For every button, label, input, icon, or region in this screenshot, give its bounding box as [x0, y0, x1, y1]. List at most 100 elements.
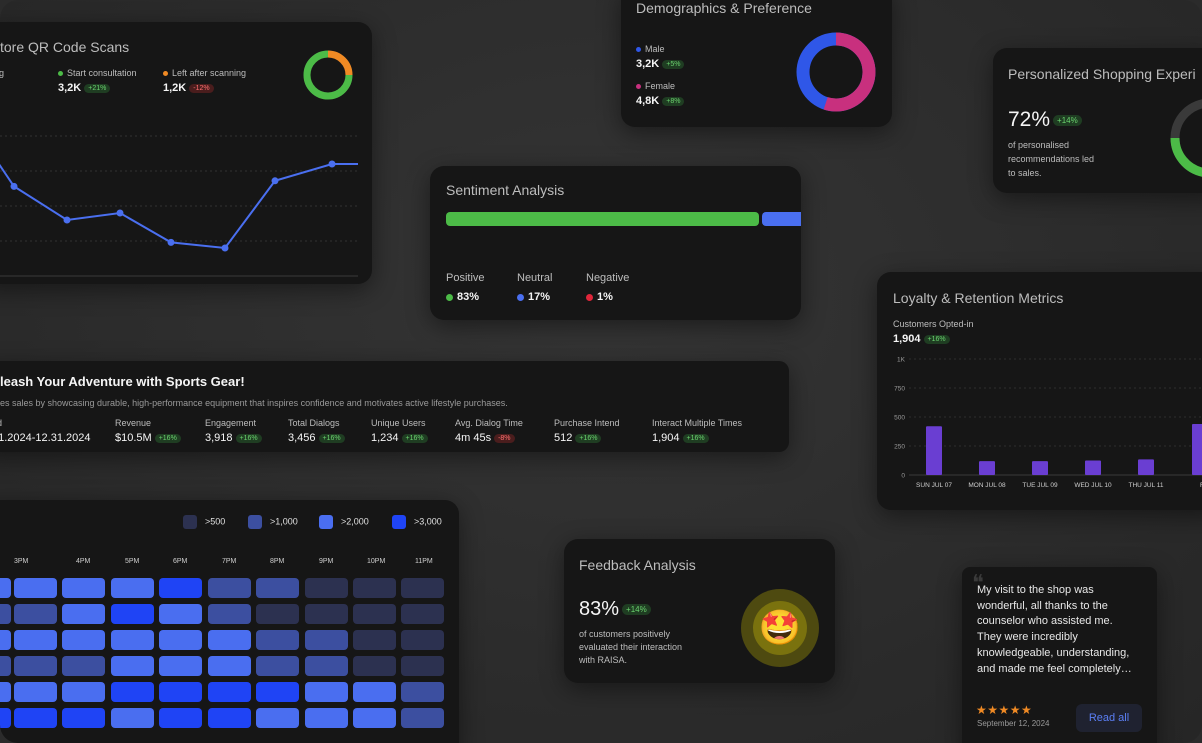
campaign-metric-value: $10.5M +16% — [115, 432, 181, 444]
heatmap-cell — [159, 682, 202, 702]
heatmap-cell — [62, 578, 105, 598]
campaign-metric-value: 512 +16% — [554, 432, 602, 444]
qr-stat-label-text: Left after scanning — [172, 68, 247, 78]
qr-stat-label: Start consultation — [58, 68, 137, 78]
sentiment-value: 17% — [517, 291, 550, 303]
heatmap-hour-text: 11PM — [415, 558, 433, 565]
demographic-badge: +8% — [662, 96, 685, 106]
heatmap-cell — [401, 630, 444, 650]
campaign-metric-label-text: Unique Users — [371, 418, 426, 428]
review-card: ❝ My visit to the shop was wonderful, al… — [962, 567, 1157, 743]
heatmap-cell — [208, 604, 251, 624]
personalized-title: Personalized Shopping Experi — [1008, 66, 1196, 82]
feedback-description: of customers positively evaluated their … — [579, 629, 683, 665]
qr-stat-badge: +21% — [84, 83, 111, 93]
heatmap-legend-item: >1,000 — [248, 515, 298, 529]
heatmap-cell — [401, 708, 444, 728]
sentiment-dot — [586, 293, 593, 301]
campaign-metric-badge: -8% — [494, 433, 515, 443]
campaign-metric-label-text: Revenue — [115, 418, 152, 428]
heatmap-cell — [305, 630, 348, 650]
campaign-metric-number: 4m 45s — [455, 432, 492, 444]
heatmap-cell — [256, 708, 299, 728]
campaign-metric-number: 512 — [554, 432, 573, 444]
qr-scans-card: tore QR Code Scans scanning +21% Start con… — [0, 22, 372, 284]
rating-stars: ★★★★★ — [976, 703, 1033, 717]
heatmap-hour-text: 9PM — [319, 558, 334, 565]
campaign-metric-label: Engagement — [205, 418, 256, 428]
heatmap-cell — [305, 604, 348, 624]
loyalty-label: Customers Opted-in — [893, 319, 974, 329]
heatmap-cell — [14, 682, 57, 702]
demographic-value: 3,2K +5% — [636, 58, 685, 70]
sentiment-bar-neutral — [762, 212, 801, 226]
qr-stat-badge: -12% — [189, 83, 214, 93]
personalized-card: Personalized Shopping Experi 72% +14% of … — [993, 48, 1202, 193]
heatmap-cell — [208, 630, 251, 650]
heatmap-cell — [62, 708, 105, 728]
line-chart-point — [167, 238, 175, 246]
loyalty-value: 1,904 +16% — [893, 333, 950, 345]
line-chart-point — [10, 182, 18, 190]
heatmap-hour-label: 8PM — [270, 558, 284, 565]
campaign-metric-badge: +16% — [401, 433, 428, 443]
campaign-metric-value: 3,456 +16% — [288, 432, 345, 444]
heatmap-cell — [0, 682, 11, 702]
line-chart-point — [328, 160, 336, 168]
campaign-title: leash Your Adventure with Sports Gear! — [0, 374, 245, 389]
bar-chart-bar — [1085, 460, 1101, 475]
loyalty-bar-chart: 0 250 500 750 1K SUN JUL 07 MON JUL 08 TUE JUL … — [894, 357, 1202, 489]
heatmap-legend-swatch — [248, 515, 262, 529]
sentiment-label-text: Positive — [446, 272, 485, 284]
campaign-metric-label: od — [0, 418, 2, 428]
qr-donut — [303, 50, 353, 100]
feedback-card: Feedback Analysis 83% +14% of customers p… — [564, 539, 835, 683]
demographic-label: Male — [636, 44, 665, 54]
heatmap-hour-label: 6PM — [173, 558, 187, 565]
sentiment-label-text: Neutral — [517, 272, 553, 284]
line-chart-point — [116, 209, 124, 217]
campaign-metric-label: Revenue — [115, 418, 151, 428]
feedback-badge: +14% — [622, 604, 651, 616]
campaign-metric-badge: +16% — [575, 433, 602, 443]
heatmap-hour-label: 4PM — [76, 558, 90, 565]
qr-stat-label: scanning — [0, 68, 4, 78]
campaign-metric-label: Unique Users — [371, 418, 426, 428]
heatmap-cell — [401, 604, 444, 624]
heatmap-cell — [208, 578, 251, 598]
demographics-title: Demographics & Preference — [636, 0, 812, 16]
heatmap-cell — [159, 604, 202, 624]
heatmap-cell — [159, 656, 202, 676]
campaign-metric-number: $10.5M — [115, 432, 152, 444]
campaign-metric-number: 3,456 — [288, 432, 316, 444]
campaign-metric-badge: +16% — [682, 433, 709, 443]
campaign-metric-badge: +16% — [235, 433, 262, 443]
heatmap-legend-label: >3,000 — [414, 516, 442, 527]
demographic-number: 4,8K — [636, 95, 660, 107]
loyalty-title: Loyalty & Retention Metrics — [893, 290, 1064, 306]
heatmap-cell — [62, 630, 105, 650]
review-date: September 12, 2024 — [977, 719, 1050, 728]
bar-chart-bar — [1192, 423, 1202, 475]
demographic-badge: +5% — [662, 59, 685, 69]
heatmap-legend-label: >1,000 — [270, 516, 298, 527]
feedback-emoji-ring: 🤩 — [741, 589, 819, 667]
sentiment-dot — [446, 293, 453, 301]
heatmap-legend-label: >500 — [205, 516, 226, 527]
read-all-button[interactable]: Read all — [1076, 704, 1142, 732]
loyalty-badge: +16% — [923, 334, 950, 344]
line-chart-point — [221, 244, 229, 252]
heatmap-cell — [62, 656, 105, 676]
campaign-metric-label-text: od — [0, 418, 2, 428]
qr-stat-dot — [163, 71, 168, 77]
heatmap-cell — [256, 604, 299, 624]
bar-chart-y-tick: 500 — [894, 415, 905, 422]
qr-scans-title: tore QR Code Scans — [0, 39, 130, 55]
qr-stat-label-text: Start consultation — [67, 68, 137, 78]
heatmap-cell — [208, 656, 251, 676]
heatmap-cell — [111, 656, 154, 676]
heatmap-cell — [14, 578, 57, 598]
heatmap-cell — [256, 630, 299, 650]
